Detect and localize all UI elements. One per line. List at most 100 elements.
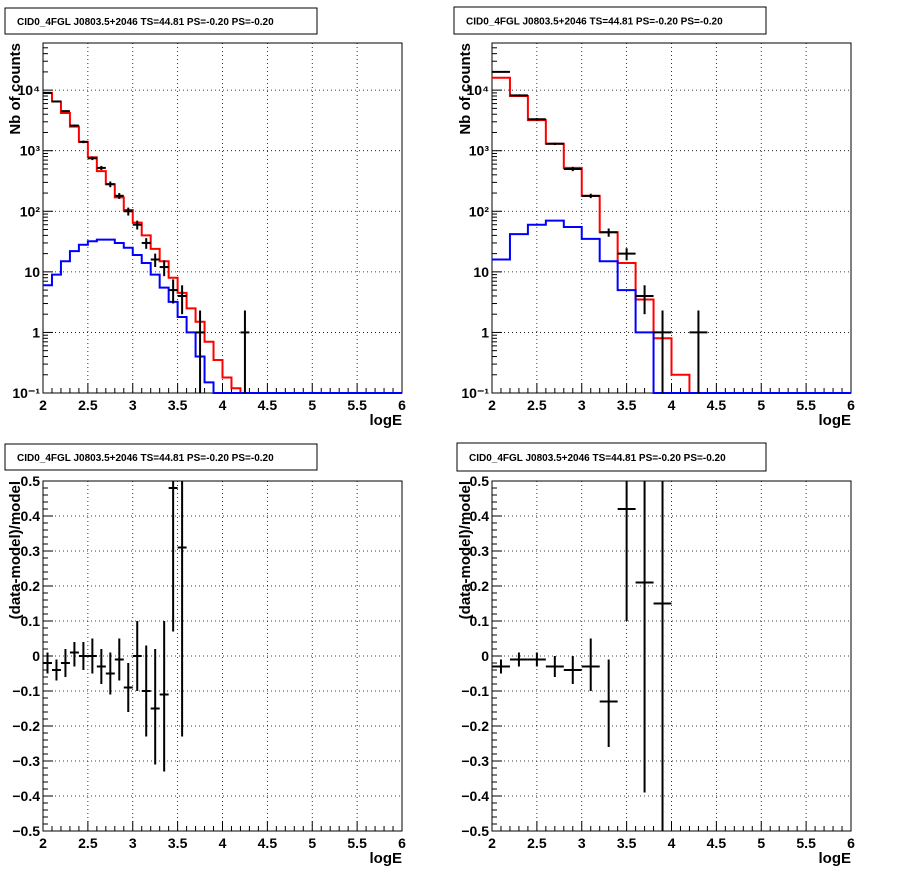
y-tick-label: 0.3 (470, 543, 490, 559)
data-point (689, 310, 708, 393)
y-tick-label: 0.2 (470, 578, 490, 594)
y-tick-label: 10⁻¹ (461, 385, 489, 401)
y-tick-label: 1 (481, 324, 489, 340)
plot-panel-4: 2 2.5 3 3.5 4 4.5 5 5.5 6 −0.5 −0.4 −0.3 −0.2 −0.1 0 0.… (456, 442, 855, 867)
data-point (132, 220, 142, 230)
x-tick-label: 5 (757, 397, 765, 413)
x-tick-label: 5 (308, 835, 316, 851)
x-tick-label: 3 (578, 397, 586, 413)
x-tick-label: 2.5 (527, 397, 547, 413)
x-tick-label: 5.5 (796, 397, 816, 413)
y-axis-label: Nb of counts (457, 43, 474, 135)
data-point (492, 70, 510, 73)
x-tick-label: 4.5 (707, 835, 727, 851)
y-tick-label: 10³ (20, 143, 41, 159)
data-point (545, 656, 564, 677)
x-tick-label: 3 (578, 835, 586, 851)
data-point (69, 124, 79, 127)
y-tick-label: 10 (473, 264, 489, 280)
x-tick-label: 4 (668, 835, 676, 851)
data-point (635, 481, 654, 793)
data-point (141, 238, 151, 249)
y-tick-label: 0.5 (21, 473, 41, 489)
data-point (43, 652, 52, 674)
data-point (168, 481, 178, 632)
x-tick-label: 2.5 (78, 835, 98, 851)
data-point (545, 142, 564, 146)
y-tick-label: −0.5 (12, 823, 40, 839)
y-tick-label: 10⁴ (467, 82, 490, 98)
data-point (159, 260, 169, 277)
data-point (653, 481, 672, 831)
data-point (96, 165, 106, 171)
x-axis-label: logE (819, 850, 852, 867)
data-point (563, 166, 582, 172)
y-tick-label: 0.4 (21, 508, 41, 524)
plot-title: CID0_4FGL J0803.5+2046 TS=44.81 PS=-0.20… (17, 453, 274, 464)
plot-panel-2: 2 2.5 3 3.5 4 4.5 5 5.5 6 10⁻¹ 1 10 10² 10³ 10⁴ logE Nb … (453, 6, 855, 429)
title-box (4, 443, 318, 471)
plot-panel-1: 2 2.5 3 3.5 4 4.5 5 5.5 6 10⁻¹ 1 10 10² 10³ 10⁴ logE Nb … (4, 7, 406, 429)
x-tick-label: 5.5 (796, 835, 816, 851)
data-point (581, 193, 600, 199)
x-tick-label: 4 (668, 397, 676, 413)
y-tick-label: 0.3 (21, 543, 41, 559)
data-point (509, 94, 528, 97)
y-tick-label: 0.1 (470, 613, 490, 629)
y-tick-label: 10⁻¹ (12, 385, 40, 401)
y-tick-label: −0.4 (12, 788, 40, 804)
y-tick-label: 10⁴ (18, 82, 41, 98)
x-tick-label: 3.5 (168, 835, 188, 851)
y-tick-label: 0.5 (470, 473, 490, 489)
data-point (43, 91, 52, 94)
x-tick-label: 2.5 (527, 835, 547, 851)
x-tick-label: 6 (398, 835, 406, 851)
x-tick-label: 6 (398, 397, 406, 413)
x-tick-label: 3 (129, 835, 137, 851)
x-axis-label: logE (819, 412, 852, 429)
data-point (195, 310, 205, 393)
y-tick-label: 0.2 (21, 578, 41, 594)
data-point (527, 118, 546, 121)
y-tick-label: −0.3 (12, 753, 40, 769)
data-point (141, 645, 151, 737)
y-tick-label: 10² (469, 203, 490, 219)
x-tick-label: 2 (488, 397, 496, 413)
data-point (78, 140, 88, 144)
data-point (51, 659, 61, 681)
plot-panel-3: 2 2.5 3 3.5 4 4.5 5 5.5 6 −0.5 −0.4 −0.3 −0.2 −0.1 0 0.… (4, 443, 406, 867)
y-tick-label: 1 (32, 324, 40, 340)
data-point (168, 279, 178, 304)
y-tick-label: −0.2 (461, 718, 489, 734)
data-point (492, 659, 510, 674)
plot-title: CID0_4FGL J0803.5+2046 TS=44.81 PS=-0.20… (469, 453, 726, 464)
y-axis-label: (data-model)/model (457, 481, 474, 619)
x-tick-label: 4 (219, 397, 227, 413)
data-point (96, 649, 106, 684)
histogram-series-2 (492, 219, 851, 394)
data-point (105, 652, 115, 695)
y-tick-label: −0.2 (12, 718, 40, 734)
data-point (599, 228, 618, 237)
data-point (87, 638, 97, 674)
y-tick-label: 0 (32, 648, 40, 664)
y-tick-label: −0.3 (461, 753, 489, 769)
x-tick-label: 3 (129, 397, 137, 413)
data-point (581, 638, 600, 691)
data-point (599, 659, 618, 747)
x-tick-label: 3.5 (168, 397, 188, 413)
data-point (635, 285, 654, 315)
y-tick-label: −0.4 (461, 788, 489, 804)
y-tick-label: 0.1 (21, 613, 41, 629)
data-point (159, 621, 169, 772)
plot-title: CID0_4FGL J0803.5+2046 TS=44.81 PS=-0.20… (466, 17, 723, 28)
data-point (123, 207, 133, 216)
y-tick-label: −0.1 (461, 683, 489, 699)
data-point (78, 642, 88, 670)
title-box (456, 442, 767, 472)
data-point (132, 621, 142, 691)
x-tick-label: 3.5 (617, 397, 637, 413)
x-tick-label: 2 (39, 835, 47, 851)
data-point (240, 310, 250, 393)
title-box (453, 6, 767, 35)
